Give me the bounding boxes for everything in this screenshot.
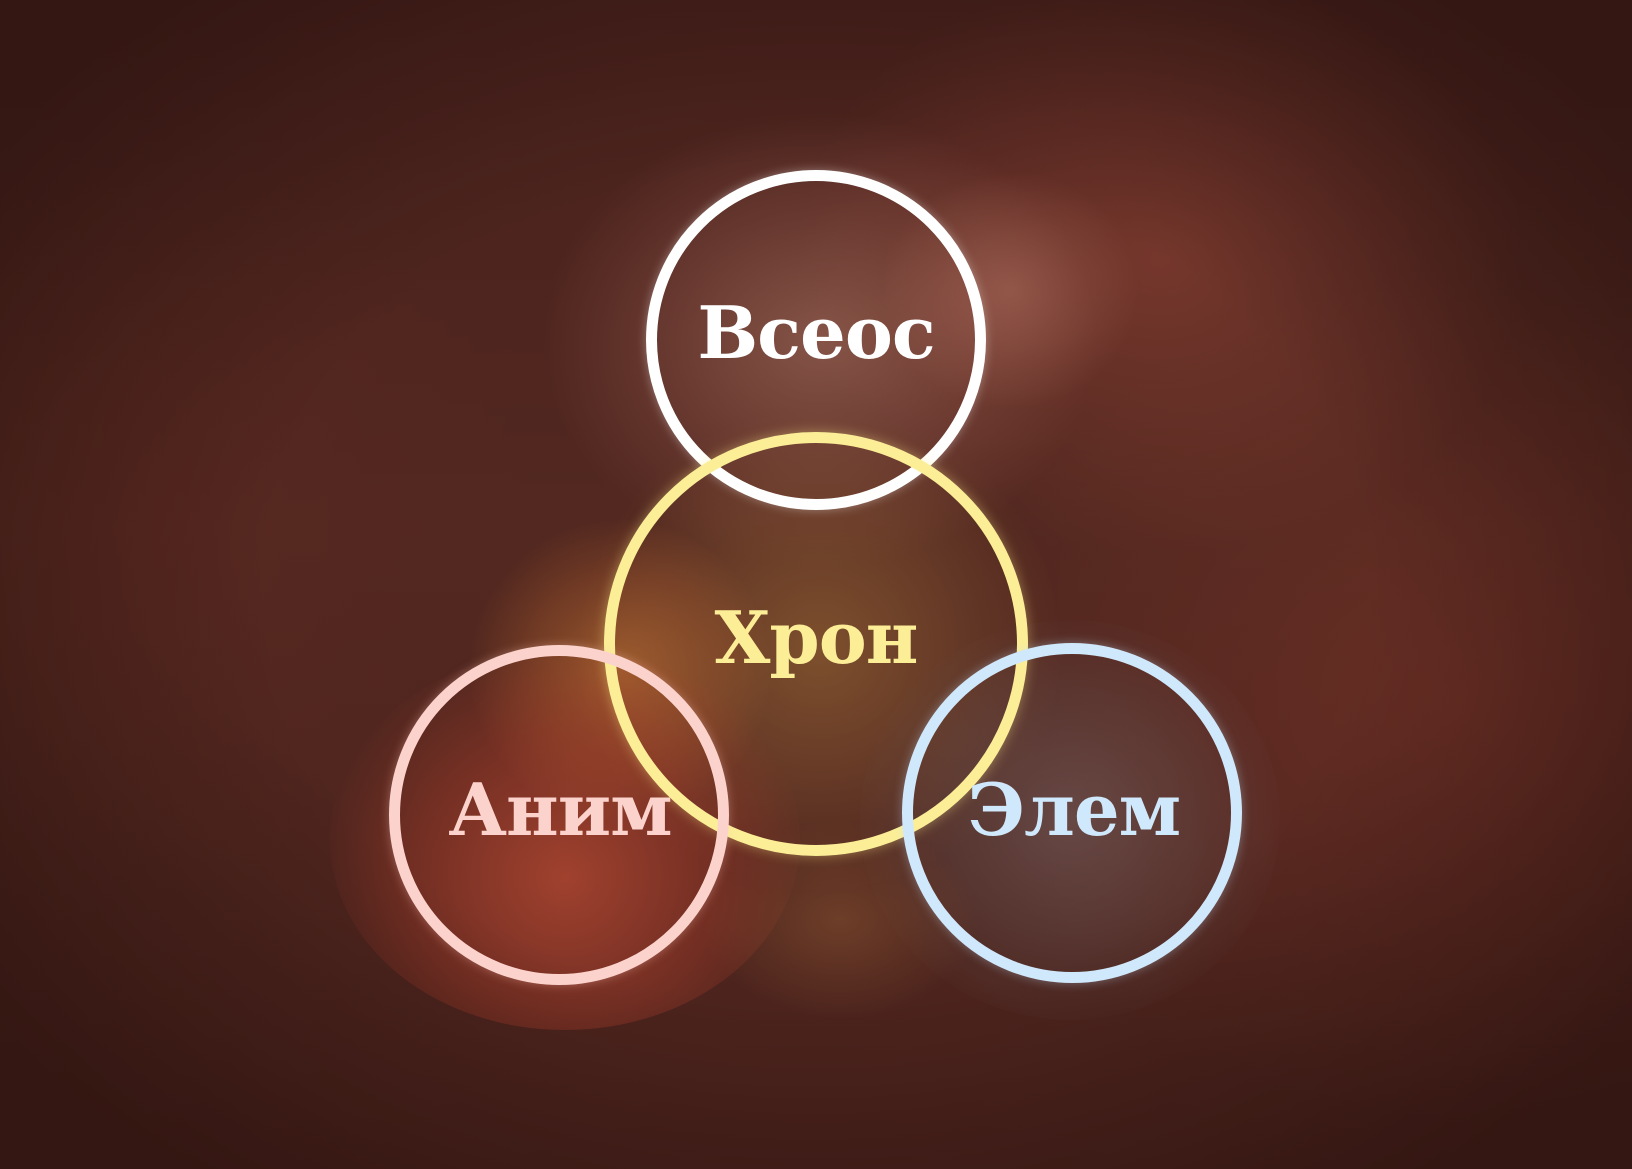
circle-left-label: Аним [448, 767, 672, 852]
circle-right-label: Элем [967, 767, 1181, 852]
circle-right [902, 643, 1242, 983]
circle-center-label: Хрон [714, 595, 919, 680]
circle-left [389, 645, 729, 985]
circle-top-label: Всеос [697, 290, 935, 375]
circle-center [604, 432, 1028, 856]
